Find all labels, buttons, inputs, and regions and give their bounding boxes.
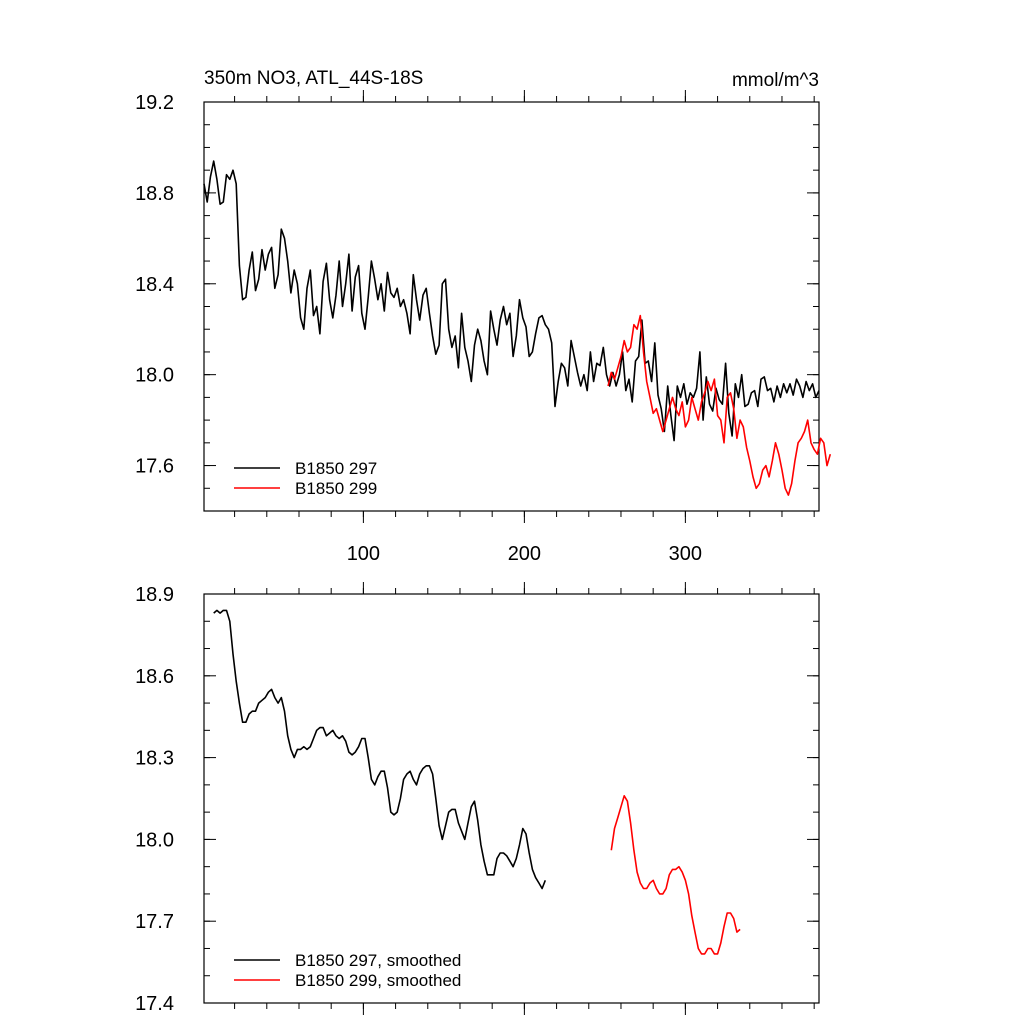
x-tick-label: 100 [347, 543, 380, 565]
chart-title: 350m NO3, ATL_44S-18S [204, 68, 423, 89]
x-tick-label: 200 [508, 543, 541, 565]
y-tick-label: 19.2 [135, 92, 174, 114]
series-line-1 [213, 609, 547, 890]
y-tick-label: 18.8 [135, 183, 174, 205]
x-tick-label: 300 [669, 543, 702, 565]
bottom-panel: 17.4 17.7 18.0 18.3 18.6 18.9 B1850 297, smoot… [135, 582, 820, 1015]
y-tick-label: 18.6 [135, 666, 174, 688]
legend-label-1: B1850 297, smoothed [295, 951, 461, 970]
legend-label-2: B1850 299, smoothed [295, 971, 461, 990]
top-panel: 17.6 18.0 18.4 18.8 19.2 100 200 300 B1850 297B1… [135, 90, 832, 565]
y-tick-label: 18.4 [135, 274, 174, 296]
y-tick-label: 18.3 [135, 748, 174, 770]
series-line-1 [203, 160, 820, 442]
legend-label-1: B1850 297 [295, 459, 377, 478]
series-line-2 [610, 794, 741, 955]
y-tick-label: 17.7 [135, 911, 174, 933]
y-tick-label: 18.0 [135, 365, 174, 387]
units-label: mmol/m^3 [732, 70, 819, 91]
plot-frame [203, 101, 820, 512]
plot-frame [203, 593, 820, 1004]
y-tick-label: 18.0 [135, 829, 174, 851]
series-line-2 [607, 314, 832, 496]
y-tick-label: 18.9 [135, 584, 174, 606]
y-tick-label: 17.4 [135, 993, 174, 1015]
y-tick-label: 17.6 [135, 456, 174, 478]
legend-label-2: B1850 299 [295, 479, 377, 498]
